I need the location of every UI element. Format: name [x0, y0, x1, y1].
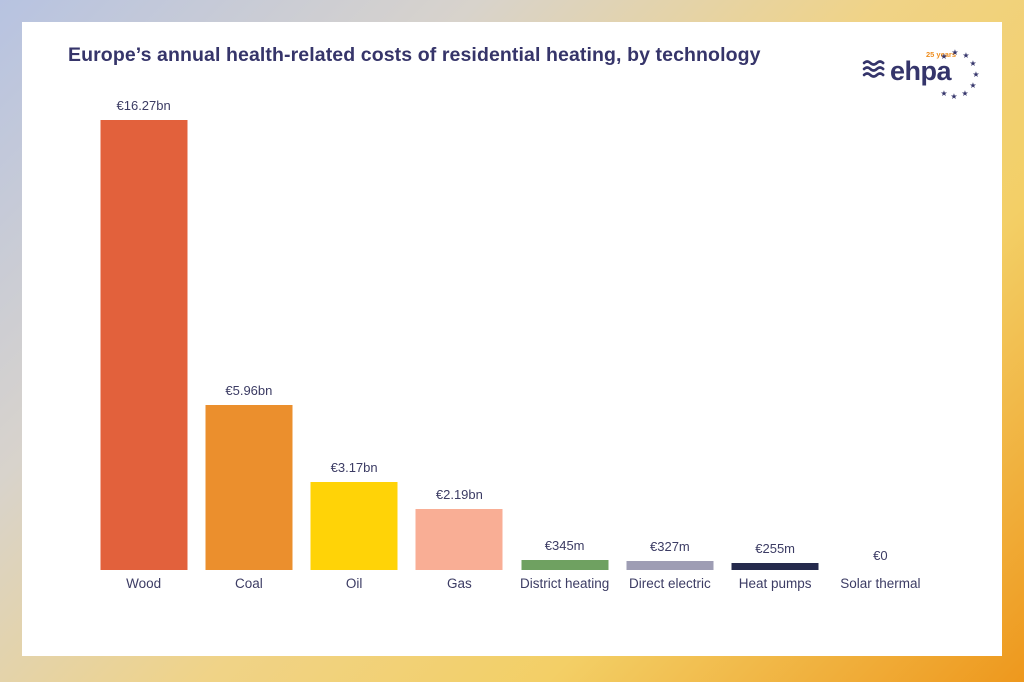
- bar-district-heating: [521, 560, 609, 570]
- bar-column-direct-electric: €327m Direct electric: [617, 120, 722, 591]
- svg-text:★: ★: [972, 70, 979, 79]
- bar-oil: [310, 482, 398, 570]
- bar-column-district-heating: €345m District heating: [512, 120, 617, 591]
- svg-text:★: ★: [940, 89, 947, 98]
- svg-text:★: ★: [950, 92, 957, 100]
- value-label-district-heating: €345m: [544, 538, 585, 553]
- plot-area: €16.27bn Wood €5.96bn Coal €3.17bn Oil €2.19bn…: [91, 98, 933, 591]
- category-label-gas: Gas: [446, 576, 472, 591]
- svg-text:★: ★: [969, 81, 976, 90]
- category-label-oil: Oil: [345, 576, 363, 591]
- bar-heat-pumps: [731, 563, 819, 570]
- category-label-coal: Coal: [234, 576, 263, 591]
- value-label-coal: €5.96bn: [225, 383, 273, 398]
- chart-card: Europe’s annual health-related costs of …: [22, 22, 1002, 656]
- svg-text:★: ★: [962, 51, 969, 60]
- bar-column-heat-pumps: €255m Heat pumps: [723, 120, 828, 591]
- value-label-direct-electric: €327m: [650, 539, 690, 554]
- svg-text:★: ★: [961, 89, 968, 98]
- svg-text:★: ★: [951, 48, 958, 57]
- svg-text:★: ★: [969, 59, 976, 68]
- category-label-solar-thermal: Solar thermal: [840, 576, 921, 591]
- logo-25-years-badge: 25 years: [925, 50, 956, 59]
- ehpa-logo: ehpa 25 years ★ ★ ★ ★ ★ ★ ★ ★ ★: [862, 42, 982, 104]
- category-label-wood: Wood: [126, 576, 162, 591]
- bar-column-coal: €5.96bn Coal: [196, 120, 301, 591]
- value-label-wood: €16.27bn: [116, 98, 171, 113]
- chart-title: Europe’s annual health-related costs of …: [68, 44, 761, 66]
- value-label-oil: €3.17bn: [330, 460, 378, 475]
- value-label-gas: €2.19bn: [435, 487, 483, 502]
- bar-coal: [205, 405, 293, 570]
- bar-wood: [100, 120, 188, 570]
- bar-column-wood: €16.27bn Wood: [91, 98, 196, 591]
- bar-column-gas: €2.19bn Gas: [407, 120, 512, 591]
- bar-column-oil: €3.17bn Oil: [302, 120, 407, 591]
- eu-stars-icon: ★ ★ ★ ★ ★ ★ ★ ★ ★: [936, 46, 982, 105]
- category-label-district-heating: District heating: [519, 576, 610, 591]
- category-label-direct-electric: Direct electric: [628, 576, 711, 591]
- logo-wordmark: ehpa: [890, 56, 952, 86]
- bar-gas: [415, 509, 503, 570]
- category-label-heat-pumps: Heat pumps: [738, 576, 812, 591]
- bar-direct-electric: [626, 561, 714, 570]
- svg-text:★: ★: [940, 52, 947, 61]
- value-label-solar-thermal: €0: [873, 548, 888, 563]
- bar-column-solar-thermal: €0 Solar thermal: [828, 120, 933, 591]
- value-label-heat-pumps: €255m: [755, 541, 795, 556]
- waves-icon: [862, 58, 888, 85]
